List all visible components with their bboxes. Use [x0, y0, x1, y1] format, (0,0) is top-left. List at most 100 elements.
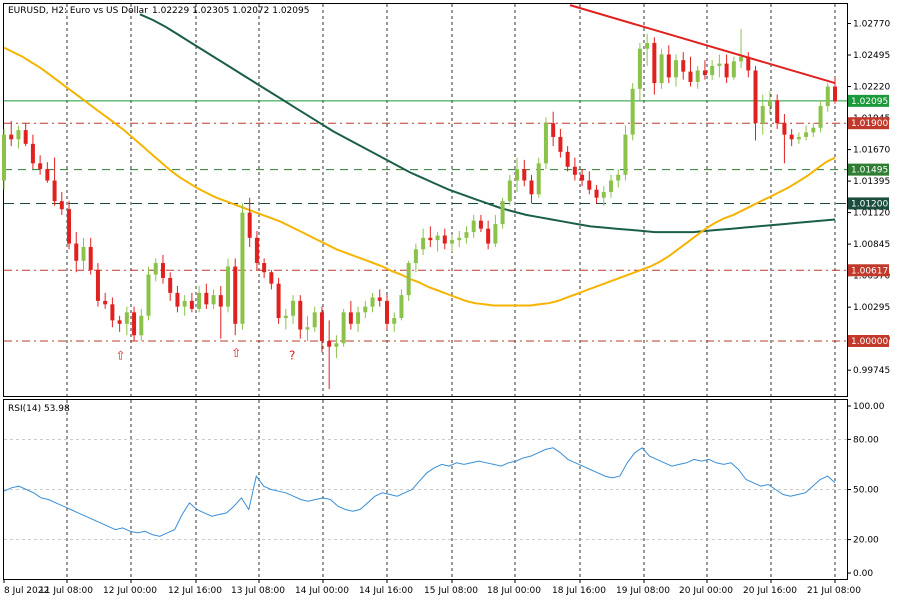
candle-body: [16, 130, 21, 140]
candle-body: [160, 263, 165, 278]
candle-body: [103, 300, 108, 305]
rsi-tick-label: 80.00: [853, 435, 879, 445]
candle-body: [731, 61, 736, 78]
candle-body: [594, 189, 599, 198]
rsi-axis: 100.00 80.00 50.00 20.00 0.00: [847, 402, 885, 579]
candle-body: [551, 123, 556, 137]
candle-body: [428, 237, 433, 241]
candle-body: [825, 86, 830, 107]
candle-body: [74, 243, 79, 261]
candle-body: [681, 60, 686, 72]
candle-body: [630, 88, 635, 135]
candle-body: [796, 136, 801, 140]
candle-body: [226, 266, 231, 307]
price-tick-label: 1.00295: [853, 303, 890, 313]
candle-body: [370, 297, 375, 307]
candle-body: [45, 169, 50, 181]
candle-body: [341, 312, 346, 344]
level-label-box: [848, 163, 889, 176]
level-label-text: 1.00617: [851, 266, 888, 276]
candle-body: [413, 249, 418, 264]
candle-body: [269, 272, 274, 284]
candle-body: [464, 232, 469, 238]
candle-body: [23, 130, 28, 144]
candle-body: [334, 343, 339, 347]
time-tick-label: 18 Jul 00:00: [487, 586, 541, 596]
price-tick-label: 1.01670: [853, 146, 890, 156]
price-tick-label: 1.01120: [853, 209, 890, 219]
candle-body: [637, 48, 642, 89]
candle-body: [312, 312, 317, 328]
candle-body: [522, 169, 527, 181]
candle-body: [189, 300, 194, 309]
level-label-text: 1.01900: [851, 119, 888, 129]
candle-body: [608, 180, 613, 192]
time-tick-label: 14 Jul 16:00: [359, 586, 413, 596]
candle-body: [132, 312, 137, 336]
price-tick-label: 1.02770: [853, 19, 890, 29]
time-tick-label: 12 Jul 16:00: [168, 586, 222, 596]
time-tick-label: 14 Jul 00:00: [295, 586, 349, 596]
candle-body: [543, 123, 548, 164]
chart-mark: ⇧: [231, 346, 241, 360]
candle-body: [95, 269, 100, 301]
candle-body: [52, 180, 57, 202]
candle-body: [139, 315, 144, 336]
candle-body: [652, 42, 657, 84]
level-label-box: [848, 264, 889, 277]
candle-body: [767, 100, 772, 107]
candle-body: [319, 312, 324, 341]
candle-body: [81, 246, 86, 261]
candle-body: [529, 180, 534, 195]
time-tick-label: 20 Jul 00:00: [679, 586, 733, 596]
candle-body: [601, 191, 606, 198]
candle-body: [348, 312, 353, 324]
level-label-box: [848, 117, 889, 130]
candle-body: [283, 315, 288, 319]
candle-body: [442, 235, 447, 244]
trend-line[interactable]: [569, 4, 836, 85]
rsi-tick-label: 100.00: [853, 402, 885, 412]
time-tick-label: 18 Jul 16:00: [552, 586, 606, 596]
rsi-tick-label: 50.00: [853, 486, 879, 496]
candle-body: [233, 266, 238, 324]
ma-slow-line: [139, 13, 836, 234]
candle-body: [175, 292, 180, 307]
candle-body: [500, 201, 505, 225]
candle-body: [804, 132, 809, 137]
candle-body: [9, 134, 14, 140]
candle-body: [110, 304, 115, 321]
chart-ohlc-readout: 1.02229 1.02305 1.02072 1.02095: [152, 6, 309, 16]
candle-body: [674, 60, 679, 78]
price-tick-label: 1.01395: [853, 177, 890, 187]
current-price-text: 1.02095: [851, 97, 888, 107]
candle-body: [623, 134, 628, 175]
candle-body: [457, 237, 462, 241]
rsi-indicator: [3, 438, 847, 540]
candle-body: [298, 300, 303, 330]
time-tick-label: 11 Jul 08:00: [39, 586, 93, 596]
candle-body: [262, 263, 267, 273]
candle-body: [558, 136, 563, 152]
candle-body: [818, 106, 823, 128]
candle-body: [392, 318, 397, 324]
candle-body: [666, 54, 671, 78]
candle-body: [471, 220, 476, 233]
level-label-text: 1.01200: [851, 199, 888, 209]
candle-body: [789, 134, 794, 140]
level-label-box: [848, 334, 889, 347]
candle-body: [695, 70, 700, 82]
horizontal-levels: [4, 100, 847, 342]
time-tick-label: 15 Jul 08:00: [424, 586, 478, 596]
time-tick-label: 12 Jul 00:00: [103, 586, 157, 596]
price-tick-label: 1.02220: [853, 83, 890, 93]
candle-body: [291, 300, 296, 316]
candle-body: [211, 295, 216, 305]
candle-body: [363, 306, 368, 313]
candle-body: [435, 235, 440, 241]
candle-body: [384, 300, 389, 324]
price-tick-label: 1.02495: [853, 51, 890, 61]
